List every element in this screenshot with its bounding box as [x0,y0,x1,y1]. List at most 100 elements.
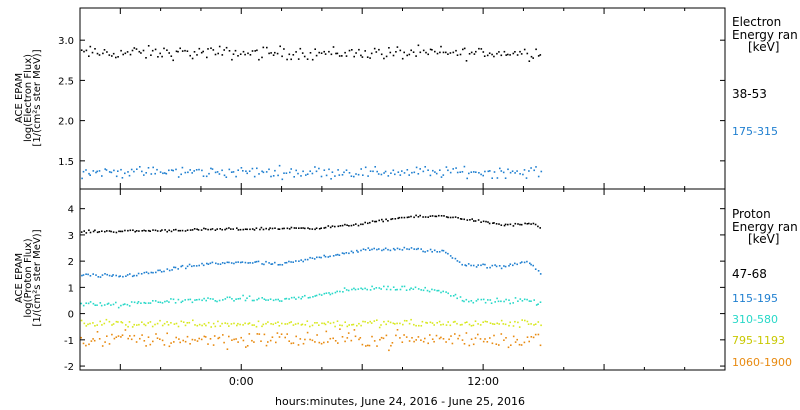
electron-point-38-53 [256,49,258,52]
proton-point-115-195 [376,248,378,251]
proton-point-310-580 [477,298,479,301]
proton-point-310-580 [461,299,464,302]
proton-point-310-580 [412,288,415,290]
electron-point-175-315 [256,167,258,170]
proton-point-47-68 [92,230,95,233]
electron-point-38-53 [91,51,94,54]
electron-data-points [80,44,543,181]
electron-point-38-53 [509,54,511,56]
proton-point-310-580 [496,297,498,300]
proton-point-310-580 [452,295,455,297]
proton-point-310-580 [251,299,254,302]
proton-point-1060-1900 [329,337,332,340]
electron-point-38-53 [157,56,159,58]
proton-point-47-68 [283,227,285,230]
proton-point-795-1193 [477,323,479,325]
proton-point-1060-1900 [251,339,253,342]
proton-point-115-195 [371,248,373,251]
proton-point-47-68 [435,215,438,218]
proton-point-115-195 [306,258,309,261]
proton-point-1060-1900 [390,344,392,347]
electron-point-175-315 [478,172,480,174]
proton-point-47-68 [228,227,230,229]
proton-point-115-195 [498,265,501,267]
proton-point-115-195 [472,264,475,267]
proton-point-47-68 [371,220,374,222]
electron-point-175-315 [88,172,90,175]
proton-point-47-68 [211,228,214,230]
proton-point-1060-1900 [179,341,181,344]
proton-point-310-580 [312,296,314,298]
proton-point-310-580 [256,298,258,301]
proton-point-115-195 [503,265,505,267]
electron-legend-175-315: 175-315 [732,125,778,138]
electron-point-175-315 [184,171,187,174]
proton-point-115-195 [157,269,159,272]
electron-point-38-53 [117,56,119,58]
electron-point-38-53 [320,52,323,54]
proton-point-795-1193 [344,321,346,323]
proton-point-115-195 [382,248,385,251]
x-axis: 0:00 12:00 [79,8,726,388]
proton-point-115-195 [155,271,157,274]
proton-point-1060-1900 [295,335,297,338]
electron-point-175-315 [348,172,351,174]
proton-ytick-label: 3 [68,231,74,242]
proton-point-1060-1900 [505,337,507,339]
proton-point-310-580 [285,297,288,300]
proton-point-115-195 [302,260,304,263]
proton-point-1060-1900 [145,345,147,347]
proton-point-795-1193 [188,321,191,324]
proton-point-47-68 [477,219,480,221]
electron-point-38-53 [106,51,108,53]
electron-point-38-53 [493,55,495,58]
proton-point-310-580 [318,293,321,296]
proton-point-1060-1900 [292,342,295,344]
electron-point-38-53 [311,58,314,61]
proton-point-1060-1900 [479,338,482,340]
electron-point-175-315 [277,174,279,177]
proton-point-795-1193 [173,323,176,325]
proton-point-115-195 [530,263,532,266]
proton-point-1060-1900 [258,333,261,335]
electron-point-38-53 [456,54,459,56]
proton-point-795-1193 [170,322,172,324]
electron-point-38-53 [431,49,433,51]
electron-point-175-315 [440,176,443,178]
electron-point-175-315 [115,175,118,178]
proton-point-310-580 [301,296,304,298]
proton-point-115-195 [244,261,247,264]
electron-point-175-315 [311,172,314,175]
proton-point-1060-1900 [184,340,187,343]
proton-point-310-580 [275,298,277,301]
electron-point-38-53 [207,48,209,50]
electron-point-175-315 [120,168,122,171]
proton-point-115-195 [201,262,203,265]
proton-point-115-195 [92,273,94,275]
proton-point-115-195 [230,262,233,264]
electron-point-175-315 [290,168,292,170]
proton-point-115-195 [352,251,354,254]
electron-point-175-315 [92,170,95,172]
proton-point-47-68 [348,225,350,227]
electron-point-38-53 [419,51,422,54]
proton-point-310-580 [472,301,475,304]
proton-point-795-1193 [426,322,428,324]
proton-point-310-580 [508,299,510,301]
proton-point-115-195 [445,251,447,254]
electron-point-38-53 [249,54,252,56]
electron-point-175-315 [419,168,421,170]
proton-point-47-68 [517,223,519,225]
proton-point-47-68 [112,231,115,233]
electron-point-38-53 [526,52,529,55]
proton-point-47-68 [149,230,151,232]
proton-point-1060-1900 [474,337,477,339]
proton-point-310-580 [94,304,96,306]
proton-point-310-580 [277,298,279,301]
proton-point-115-195 [348,252,350,255]
electron-point-175-315 [442,174,445,176]
proton-point-310-580 [417,288,420,290]
proton-point-310-580 [159,301,162,304]
electron-point-175-315 [177,176,180,178]
proton-point-795-1193 [396,322,398,325]
